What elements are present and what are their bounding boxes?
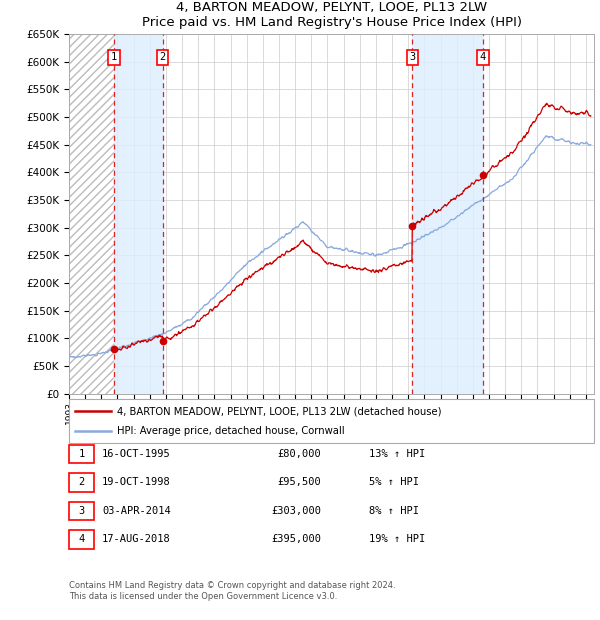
Text: 5% ↑ HPI: 5% ↑ HPI <box>369 477 419 487</box>
Text: 4: 4 <box>480 52 486 63</box>
Text: Contains HM Land Registry data © Crown copyright and database right 2024.: Contains HM Land Registry data © Crown c… <box>69 581 395 590</box>
Text: 4, BARTON MEADOW, PELYNT, LOOE, PL13 2LW (detached house): 4, BARTON MEADOW, PELYNT, LOOE, PL13 2LW… <box>117 406 442 416</box>
Text: £95,500: £95,500 <box>277 477 321 487</box>
Text: 8% ↑ HPI: 8% ↑ HPI <box>369 506 419 516</box>
Text: 2: 2 <box>160 52 166 63</box>
Text: 4: 4 <box>79 534 85 544</box>
Title: 4, BARTON MEADOW, PELYNT, LOOE, PL13 2LW
Price paid vs. HM Land Registry's House: 4, BARTON MEADOW, PELYNT, LOOE, PL13 2LW… <box>142 1 521 29</box>
Bar <box>412 34 483 394</box>
Bar <box>114 34 163 394</box>
Text: £395,000: £395,000 <box>271 534 321 544</box>
Text: 1: 1 <box>111 52 117 63</box>
Text: This data is licensed under the Open Government Licence v3.0.: This data is licensed under the Open Gov… <box>69 592 337 601</box>
Text: £80,000: £80,000 <box>277 449 321 459</box>
Text: 3: 3 <box>409 52 415 63</box>
Text: 16-OCT-1995: 16-OCT-1995 <box>102 449 171 459</box>
Text: HPI: Average price, detached house, Cornwall: HPI: Average price, detached house, Corn… <box>117 426 344 436</box>
Text: 2: 2 <box>79 477 85 487</box>
Text: £303,000: £303,000 <box>271 506 321 516</box>
Text: 17-AUG-2018: 17-AUG-2018 <box>102 534 171 544</box>
Text: 13% ↑ HPI: 13% ↑ HPI <box>369 449 425 459</box>
Text: 1: 1 <box>79 449 85 459</box>
Text: 3: 3 <box>79 506 85 516</box>
Text: 19-OCT-1998: 19-OCT-1998 <box>102 477 171 487</box>
Text: 03-APR-2014: 03-APR-2014 <box>102 506 171 516</box>
Text: 19% ↑ HPI: 19% ↑ HPI <box>369 534 425 544</box>
